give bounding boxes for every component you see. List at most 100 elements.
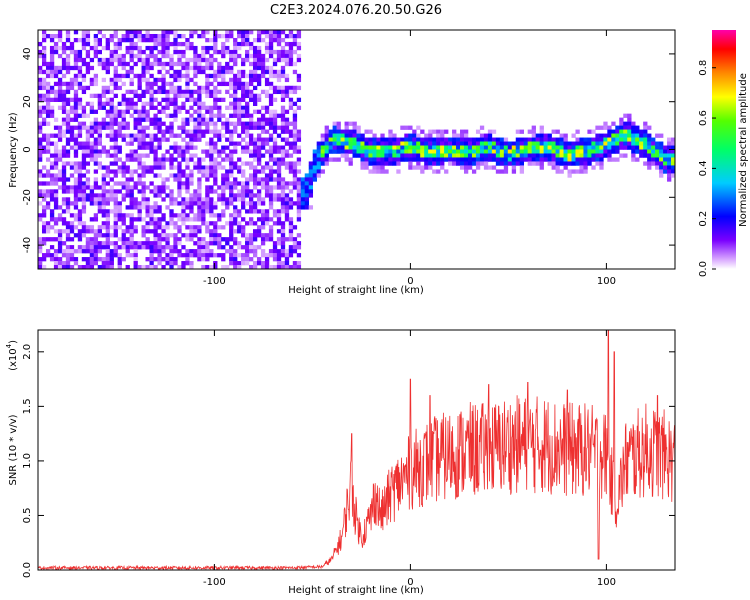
heat-cell	[45, 121, 51, 126]
heat-cell	[205, 85, 210, 91]
heat-cell	[233, 121, 238, 126]
heat-cell	[149, 245, 154, 250]
heat-cell	[659, 161, 664, 166]
heat-cell	[161, 129, 166, 134]
heat-cell	[213, 169, 218, 174]
heat-cell	[101, 101, 106, 106]
heat-cell	[145, 213, 150, 218]
heat-cell	[189, 141, 194, 146]
heat-cell	[193, 61, 198, 67]
heat-cell	[205, 141, 210, 146]
heat-cell	[264, 213, 270, 218]
heat-cell	[161, 265, 166, 269]
heat-cell	[161, 165, 166, 170]
heat-cell	[145, 265, 150, 269]
heat-cell	[233, 145, 238, 150]
heat-cell	[264, 165, 270, 170]
heat-cell	[272, 121, 278, 126]
heat-cell	[81, 145, 87, 150]
heat-cell	[73, 161, 79, 166]
heat-cell	[252, 37, 258, 43]
heat-cell	[499, 169, 505, 174]
heat-cell	[113, 201, 118, 206]
heat-cell	[268, 217, 274, 222]
heat-cell	[89, 225, 95, 230]
heat-cell	[49, 89, 55, 95]
heat-cell	[304, 205, 310, 210]
heat-cell	[268, 233, 274, 238]
heat-cell	[113, 221, 118, 226]
heat-cell	[61, 101, 67, 106]
heat-cell	[173, 173, 178, 178]
heat-cell	[284, 181, 290, 186]
heat-cell	[276, 221, 282, 226]
heat-cell	[161, 229, 166, 234]
heat-cell	[81, 45, 87, 51]
heat-cell	[97, 125, 102, 130]
heat-cell	[89, 109, 95, 114]
heat-cell	[519, 169, 525, 174]
heat-cell	[145, 85, 150, 91]
heat-cell	[121, 161, 126, 166]
heat-cell	[49, 133, 55, 138]
heat-cell	[117, 45, 122, 51]
heat-cell	[384, 141, 389, 146]
heat-cell	[276, 149, 282, 154]
x-tick-label: 0	[407, 577, 413, 588]
heat-cell	[205, 125, 210, 130]
heat-cell	[631, 153, 636, 158]
heat-cell	[296, 253, 302, 258]
heat-cell	[133, 89, 138, 95]
heat-cell	[495, 153, 501, 158]
heat-cell	[491, 137, 497, 142]
heat-cell	[280, 229, 286, 234]
heat-cell	[320, 137, 325, 142]
heat-cell	[252, 121, 258, 126]
heat-cell	[89, 185, 95, 190]
heat-cell	[388, 137, 393, 142]
heat-cell	[599, 149, 604, 154]
heat-cell	[153, 217, 158, 222]
heat-cell	[109, 105, 114, 110]
heat-cell	[149, 181, 154, 186]
heat-cell	[316, 141, 321, 146]
heat-cell	[105, 229, 110, 234]
heat-cell	[57, 129, 63, 134]
heat-cell	[145, 165, 150, 170]
heat-cell	[456, 141, 461, 146]
heat-cell	[272, 253, 278, 258]
heat-cell	[428, 161, 433, 166]
heat-cell	[424, 165, 429, 170]
heat-cell	[89, 149, 95, 154]
heat-cell	[133, 121, 138, 126]
heat-cell	[360, 165, 365, 170]
heat-cell	[105, 245, 110, 250]
heat-cell	[38, 109, 43, 114]
heat-cell	[252, 173, 258, 178]
heat-cell	[121, 125, 126, 130]
heat-cell	[149, 221, 154, 226]
heat-cell	[81, 77, 87, 83]
heat-cell	[543, 145, 548, 150]
heat-cell	[264, 253, 270, 258]
heat-cell	[41, 205, 47, 210]
heat-cell	[264, 81, 270, 87]
heat-cell	[260, 65, 266, 71]
heat-cell	[264, 209, 270, 214]
y-tick-label: 20	[22, 95, 33, 108]
heat-cell	[38, 121, 43, 126]
heat-cell	[73, 261, 79, 266]
heat-cell	[149, 253, 154, 258]
heat-cell	[623, 141, 628, 146]
heat-cell	[324, 129, 329, 134]
heat-cell	[264, 221, 270, 226]
heat-cell	[591, 157, 596, 162]
heat-cell	[53, 257, 59, 262]
heat-cell	[233, 73, 238, 79]
heat-cell	[133, 169, 138, 174]
heat-cell	[93, 121, 99, 126]
heat-cell	[53, 265, 59, 269]
heat-cell	[225, 30, 230, 35]
heat-cell	[551, 141, 556, 146]
heat-cell	[189, 181, 194, 186]
